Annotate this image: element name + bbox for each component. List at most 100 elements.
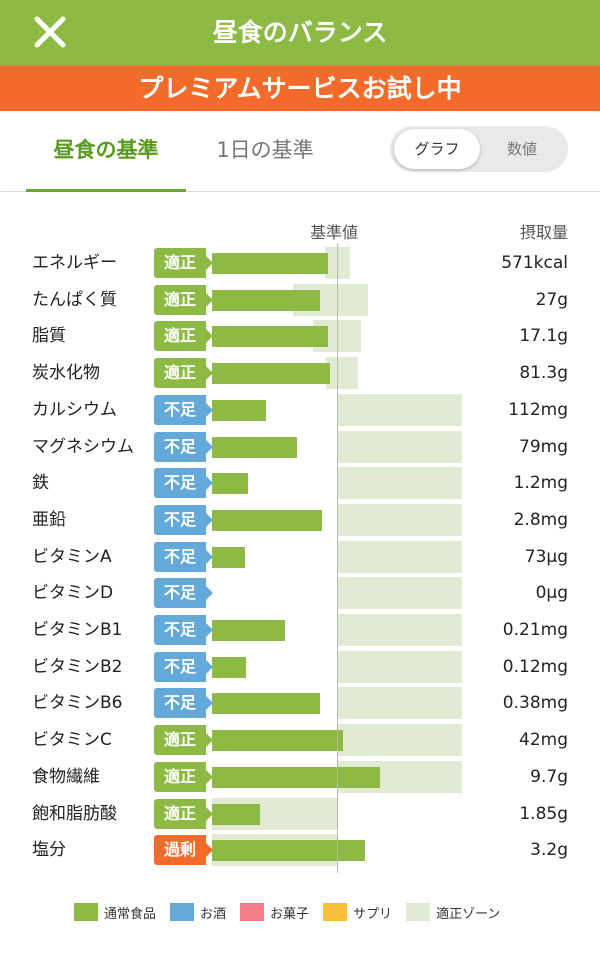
standard-column-header: 基準値: [310, 223, 359, 242]
standard-tabs: 昼食の基準 1日の基準 グラフ 数値: [0, 111, 600, 192]
legend-item: お菓子: [240, 903, 309, 922]
legend-item: 適正ゾーン: [406, 903, 500, 922]
legend-label: 適正ゾーン: [436, 906, 501, 922]
intake-value: 81.3g: [519, 363, 568, 384]
intake-value: 17.1g: [519, 326, 568, 347]
legend-swatch: [74, 903, 98, 921]
legend-label: お菓子: [270, 906, 310, 922]
nutrient-name: 鉄: [32, 473, 49, 494]
status-badge: 過剰: [154, 835, 213, 866]
nutrient-name: ビタミンB2: [32, 656, 123, 677]
intake-value: 0µg: [535, 583, 568, 604]
intake-bar: [212, 656, 246, 678]
adequate-zone: [337, 467, 462, 500]
nutrient-name: ビタミンD: [32, 583, 114, 604]
nutrient-name: たんぱく質: [32, 289, 117, 310]
close-icon[interactable]: [28, 10, 72, 54]
status-badge: 不足: [154, 688, 213, 719]
intake-bar: [212, 840, 365, 862]
intake-bar: [212, 363, 330, 385]
nutrient-name: 飽和脂肪酸: [32, 803, 117, 824]
intake-value: 27g: [535, 289, 568, 310]
nutrient-row: ビタミンB2 不足 0.12mg: [0, 650, 600, 683]
legend-swatch: [240, 903, 265, 921]
tab-daily-standard[interactable]: 1日の基準: [216, 138, 314, 162]
nutrient-name: ビタミンA: [32, 546, 112, 567]
adequate-zone: [337, 393, 462, 426]
nutrient-row: 炭水化物 適正 81.3g: [0, 357, 600, 390]
nutrient-row: ビタミンC 適正 42mg: [0, 724, 600, 757]
status-badge: 適正: [154, 284, 213, 315]
intake-value: 9.7g: [530, 766, 568, 787]
intake-value: 3.2g: [530, 840, 568, 861]
status-badge: 適正: [154, 725, 213, 756]
nutrient-row: カルシウム 不足 112mg: [0, 393, 600, 426]
intake-value: 0.12mg: [502, 656, 568, 677]
intake-value: 1.85g: [519, 803, 568, 824]
legend-item: サプリ: [323, 903, 392, 922]
intake-bar: [212, 766, 380, 788]
nutrient-name: 脂質: [32, 326, 66, 347]
graph-view-button[interactable]: グラフ: [394, 129, 480, 169]
status-badge: 不足: [154, 615, 213, 645]
intake-value: 42mg: [519, 730, 568, 751]
nutrient-row: たんぱく質 適正 27g: [0, 283, 600, 316]
intake-bar: [212, 620, 285, 641]
intake-bar: [212, 803, 260, 825]
nutrient-row: ビタミンB6 不足 0.38mg: [0, 687, 600, 720]
nutrient-row: 鉄 不足 1.2mg: [0, 467, 600, 500]
intake-value: 79mg: [519, 436, 568, 457]
premium-trial-banner: プレミアムサービスお試し中: [0, 66, 600, 111]
nutrient-name: 食物繊維: [32, 766, 100, 787]
status-badge: 不足: [154, 468, 213, 499]
tab-lunch-standard[interactable]: 昼食の基準: [26, 111, 186, 192]
adequate-zone: [337, 687, 462, 720]
view-toggle[interactable]: グラフ 数値: [390, 126, 568, 172]
adequate-zone: [337, 650, 462, 683]
nutrient-name: 亜鉛: [32, 509, 66, 530]
nutrient-row: ビタミンA 不足 73µg: [0, 540, 600, 573]
status-badge: 不足: [154, 651, 213, 682]
intake-bar: [212, 399, 266, 421]
intake-bar: [212, 693, 320, 715]
status-badge: 不足: [154, 394, 213, 425]
nutrient-row: 塩分 過剰 3.2g: [0, 834, 600, 867]
intake-value: 0.21mg: [502, 620, 568, 640]
intake-value: 0.38mg: [502, 693, 568, 714]
nutrient-row: 亜鉛 不足 2.8mg: [0, 503, 600, 536]
nutrient-name: 炭水化物: [32, 363, 100, 384]
legend-item: お酒: [170, 903, 226, 922]
intake-value: 1.2mg: [513, 473, 568, 494]
status-badge: 適正: [154, 358, 213, 389]
status-badge: 適正: [154, 761, 213, 792]
legend-swatch: [170, 903, 195, 921]
number-view-button[interactable]: 数値: [506, 140, 537, 158]
status-badge: 適正: [154, 248, 213, 278]
intake-bar: [212, 509, 322, 531]
nutrient-row: 食物繊維 適正 9.7g: [0, 760, 600, 793]
nutrient-row: 脂質 適正 17.1g: [0, 320, 600, 353]
nutrient-name: ビタミンB1: [32, 620, 123, 640]
intake-bar: [212, 289, 320, 311]
legend-label: お酒: [200, 906, 227, 922]
reference-line: [337, 243, 338, 873]
nutrient-row: エネルギー 適正 571kcal: [0, 247, 600, 279]
chart-legend: 通常食品 お酒 お菓子 サプリ 適正ゾーン: [74, 900, 514, 924]
intake-value: 73µg: [524, 546, 568, 567]
nutrient-row: 飽和脂肪酸 適正 1.85g: [0, 797, 600, 830]
legend-item: 通常食品: [74, 903, 156, 922]
legend-label: サプリ: [353, 906, 393, 922]
legend-swatch: [406, 903, 431, 921]
nutrient-name: ビタミンB6: [32, 693, 123, 714]
nutrient-name: ビタミンC: [32, 730, 112, 751]
adequate-zone: [337, 577, 462, 610]
page-title: 昼食のバランス: [212, 18, 388, 47]
intake-bar: [212, 436, 297, 458]
nutrient-row: マグネシウム 不足 79mg: [0, 430, 600, 463]
app-header: 昼食のバランス: [0, 0, 600, 66]
intake-value: 571kcal: [501, 253, 568, 273]
intake-bar: [212, 326, 329, 348]
adequate-zone: [325, 357, 359, 390]
status-badge: 不足: [154, 431, 213, 462]
status-badge: 不足: [154, 541, 213, 572]
